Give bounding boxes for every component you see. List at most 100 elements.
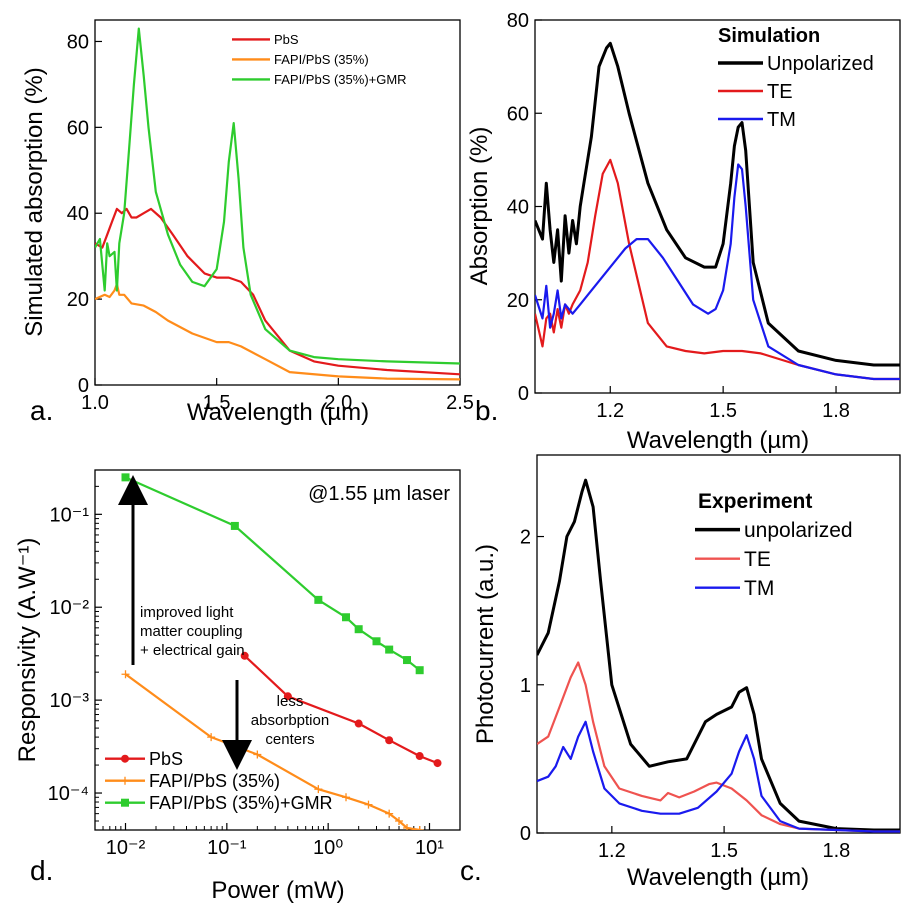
data-point xyxy=(415,666,424,675)
y-axis-label: Responsivity (A.W⁻¹) xyxy=(14,538,41,763)
legend-label-tm: TM xyxy=(744,577,774,600)
panel-label: c. xyxy=(460,855,482,886)
series-group xyxy=(537,478,900,833)
legend: Simulation Unpolarized TE TM xyxy=(718,25,874,131)
series-line-fapi-pbs-35-gmr xyxy=(95,27,460,365)
panel-label: a. xyxy=(30,395,53,426)
y-tick-label: 1 xyxy=(520,675,531,697)
legend-label-fapi-pbs-35: FAPI/PbS (35%) xyxy=(149,771,280,791)
legend-label-fapi-pbs-35: FAPI/PbS (35%) xyxy=(274,52,369,67)
legend-label-fapi-pbs-35-gmr: FAPI/PbS (35%)+GMR xyxy=(149,793,333,813)
y-tick-label: 2 xyxy=(520,527,531,549)
annotation-text: absorbption xyxy=(251,712,329,729)
annotation-text: @1.55 µm laser xyxy=(308,483,450,505)
legend-label-te: TE xyxy=(744,548,771,571)
legend-label-fapi-pbs-35-gmr: FAPI/PbS (35%)+GMR xyxy=(274,72,407,87)
x-axis-label: Power (mW) xyxy=(211,877,344,904)
panel-label: b. xyxy=(475,395,498,426)
data-point xyxy=(385,736,394,745)
series-line-tm xyxy=(537,720,900,833)
y-tick-label: 0 xyxy=(520,823,531,845)
x-tick-label: 1.8 xyxy=(822,840,850,862)
legend-marker xyxy=(121,776,129,785)
plot-frame xyxy=(536,454,901,834)
chart-panel-c: 1.2 1.5 1.8 0 1 2 Wavelength (µm) Photocurrent … xyxy=(460,454,901,891)
x-axis-label: Wavelength (µm) xyxy=(187,399,369,426)
series-line-te xyxy=(535,158,900,381)
chart-panel-d: 10⁻² 10⁻¹ 10⁰ 10¹ 10⁻⁴ 10⁻³ 10⁻² 10⁻¹ Power (mW)… xyxy=(14,469,461,904)
plot-frame xyxy=(94,19,461,386)
series-line-te xyxy=(537,661,900,833)
legend-label-pbs: PbS xyxy=(274,32,299,47)
data-point xyxy=(364,800,373,809)
panel-label: d. xyxy=(30,855,53,886)
y-axis-label: Photocurrent (a.u.) xyxy=(472,544,499,744)
annotation-text: less xyxy=(277,693,304,710)
data-point xyxy=(403,656,412,665)
legend-title: Experiment xyxy=(698,490,812,513)
x-tick-label: 1.5 xyxy=(203,392,231,414)
x-tick-label: 2.5 xyxy=(446,392,474,414)
x-tick-label: 10⁻¹ xyxy=(207,837,247,859)
y-tick-label: 0 xyxy=(78,375,89,397)
series-line-fapi-pbs-35 xyxy=(95,283,460,381)
annotation-text: improved light xyxy=(140,604,234,621)
y-tick-label: 10⁻³ xyxy=(50,690,90,712)
y-tick-label: 80 xyxy=(507,10,529,32)
legend-label-te: TE xyxy=(767,81,793,103)
y-tick-label: 20 xyxy=(507,290,529,312)
y-tick-label: 10⁻⁴ xyxy=(48,783,89,805)
x-tick-label: 1.5 xyxy=(710,840,738,862)
x-tick-label: 1.2 xyxy=(598,840,626,862)
y-tick-label: 20 xyxy=(67,289,89,311)
data-point xyxy=(240,651,249,660)
y-tick-label: 40 xyxy=(507,197,529,219)
legend-label-unpolarized: unpolarized xyxy=(744,519,853,542)
legend-label-unpolarized: Unpolarized xyxy=(767,53,874,75)
data-point xyxy=(385,809,394,818)
x-axis-label: Wavelength (µm) xyxy=(627,864,809,891)
y-tick-label: 60 xyxy=(507,103,529,125)
data-point xyxy=(230,521,239,530)
annotation-text: + electrical gain xyxy=(140,642,245,659)
data-point xyxy=(283,692,292,701)
data-point xyxy=(415,826,424,830)
chart-panel-a: 1.0 1.5 2.0 2.5 0 20 40 60 80 Wavelength (µm) Simu… xyxy=(21,19,474,426)
x-tick-label: 10⁻² xyxy=(106,837,146,859)
data-point xyxy=(394,816,403,825)
chart-panel-b: 1.2 1.5 1.8 0 20 40 60 80 Wavelength (µm) Absorpt… xyxy=(466,10,901,454)
legend-label-tm: TM xyxy=(767,109,796,131)
data-point xyxy=(314,785,323,794)
series-line-unpolarized xyxy=(537,478,900,832)
legend-marker xyxy=(121,798,129,807)
data-point xyxy=(253,750,262,759)
y-axis-label: Simulated absorption (%) xyxy=(21,67,48,336)
y-tick-label: 40 xyxy=(67,203,89,225)
x-tick-label: 10⁰ xyxy=(313,837,343,859)
x-tick-label: 1.2 xyxy=(596,400,624,422)
y-tick-label: 60 xyxy=(67,117,89,139)
data-point xyxy=(372,637,381,646)
legend: PbS FAPI/PbS (35%) FAPI/PbS (35%)+GMR xyxy=(232,32,407,87)
y-axis-label: Absorption (%) xyxy=(466,127,493,286)
x-tick-label: 10¹ xyxy=(415,837,444,859)
x-tick-label: 1.5 xyxy=(709,400,737,422)
data-point xyxy=(121,473,130,482)
x-axis-label: Wavelength (µm) xyxy=(627,427,809,454)
data-point xyxy=(121,670,130,679)
data-point xyxy=(403,824,412,830)
series-line-tm xyxy=(535,163,900,381)
annotation-text: centers xyxy=(265,731,314,748)
legend-title: Simulation xyxy=(718,25,820,47)
series-line-unpolarized xyxy=(535,41,900,367)
x-tick-label: 1.8 xyxy=(822,400,850,422)
data-point xyxy=(314,595,323,604)
series-line-pbs xyxy=(95,207,460,376)
x-tick-label: 1.0 xyxy=(81,392,109,414)
y-tick-label: 0 xyxy=(518,383,529,405)
annotation-text: matter coupling xyxy=(140,623,243,640)
legend-label-pbs: PbS xyxy=(149,749,183,769)
legend-marker xyxy=(121,754,129,763)
